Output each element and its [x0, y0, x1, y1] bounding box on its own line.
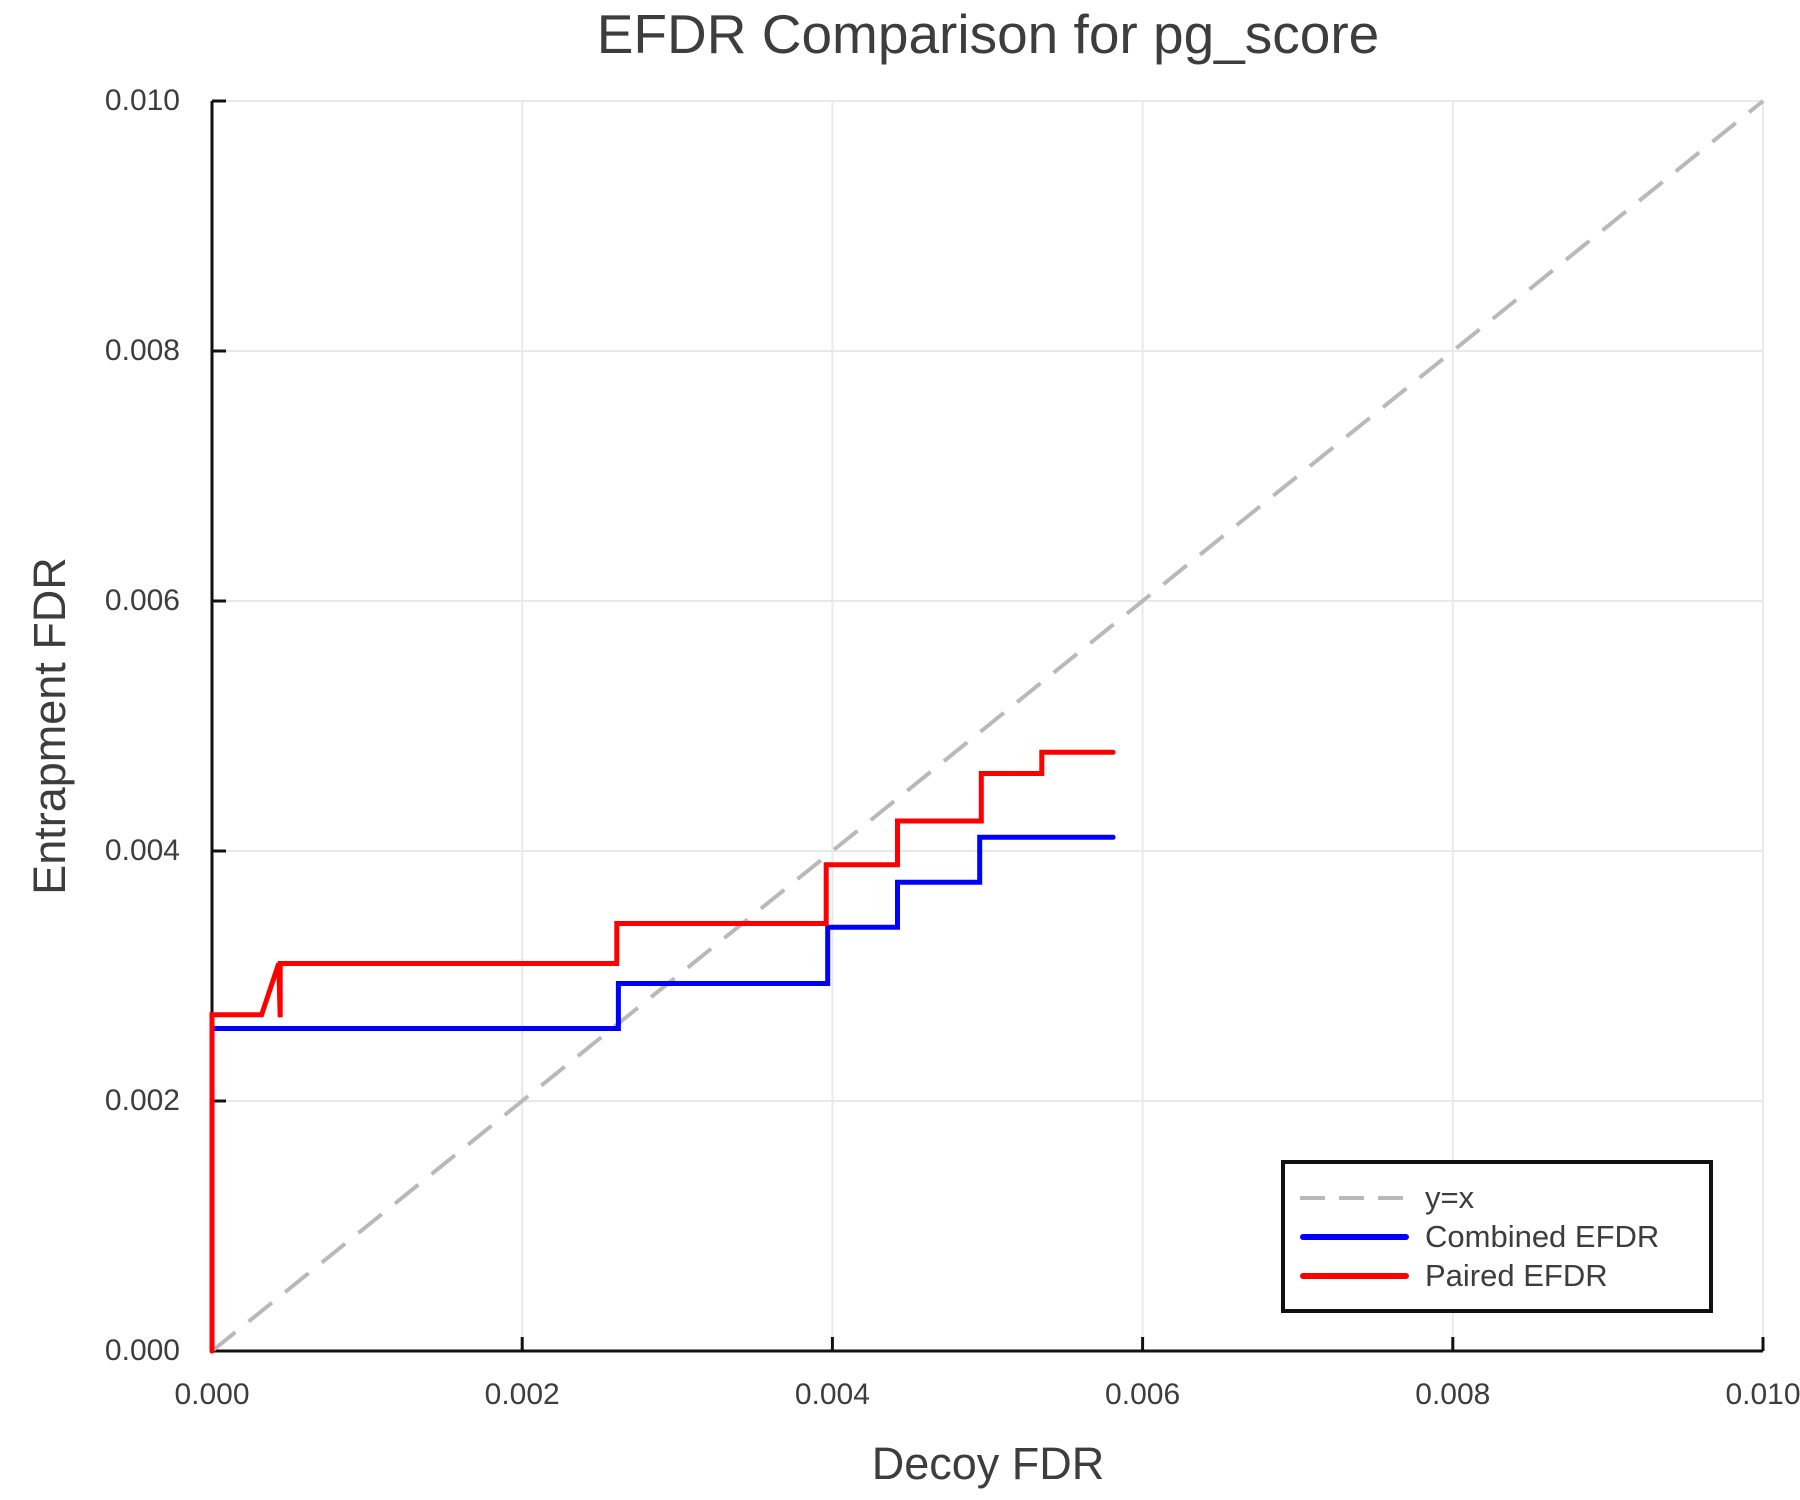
y-tick-label-0.010: 0.010: [104, 84, 180, 117]
legend-item-combined-efdr: Combined EFDR: [1285, 1217, 1709, 1256]
y-tick-label-0.004: 0.004: [104, 834, 180, 867]
legend-label: Combined EFDR: [1425, 1219, 1660, 1254]
page-title: EFDR Comparison for pg_score: [596, 3, 1380, 65]
x-tick-label-0.002: 0.002: [484, 1378, 560, 1411]
series-line-combined-efdr: [209, 834, 1116, 1354]
legend-line-sample: [1300, 1195, 1409, 1200]
x-tick-label-0.008: 0.008: [1415, 1378, 1491, 1411]
legend-item-y-x: y=x: [1285, 1178, 1709, 1217]
x-tick-label-0.000: 0.000: [174, 1378, 250, 1411]
legend-line-sample: [1300, 1233, 1409, 1240]
x-tick-label-0.006: 0.006: [1105, 1378, 1181, 1411]
legend-label: Paired EFDR: [1425, 1258, 1608, 1293]
legend-line-sample: [1300, 1272, 1409, 1279]
y-tick-label-0.006: 0.006: [104, 584, 180, 617]
y-axis-label: Entrapment FDR: [24, 557, 75, 895]
x-tick-label-0.010: 0.010: [1725, 1378, 1800, 1411]
x-tick-label-0.004: 0.004: [794, 1378, 870, 1411]
y-tick-label-0.002: 0.002: [104, 1084, 180, 1117]
legend-item-paired-efdr: Paired EFDR: [1285, 1256, 1709, 1295]
series-line-y-x: [210, 99, 1765, 1353]
legend: y=x Combined EFDR Paired EFDR: [1281, 1160, 1713, 1313]
x-axis-label: Decoy FDR: [871, 1438, 1105, 1489]
y-tick-label-0.000: 0.000: [104, 1334, 180, 1367]
series-line-paired-efdr: [209, 749, 1116, 1354]
legend-label: y=x: [1425, 1180, 1475, 1215]
y-tick-label-0.008: 0.008: [104, 334, 180, 367]
